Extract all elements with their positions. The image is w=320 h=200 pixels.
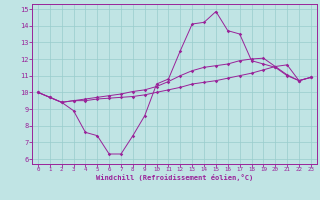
X-axis label: Windchill (Refroidissement éolien,°C): Windchill (Refroidissement éolien,°C) bbox=[96, 174, 253, 181]
